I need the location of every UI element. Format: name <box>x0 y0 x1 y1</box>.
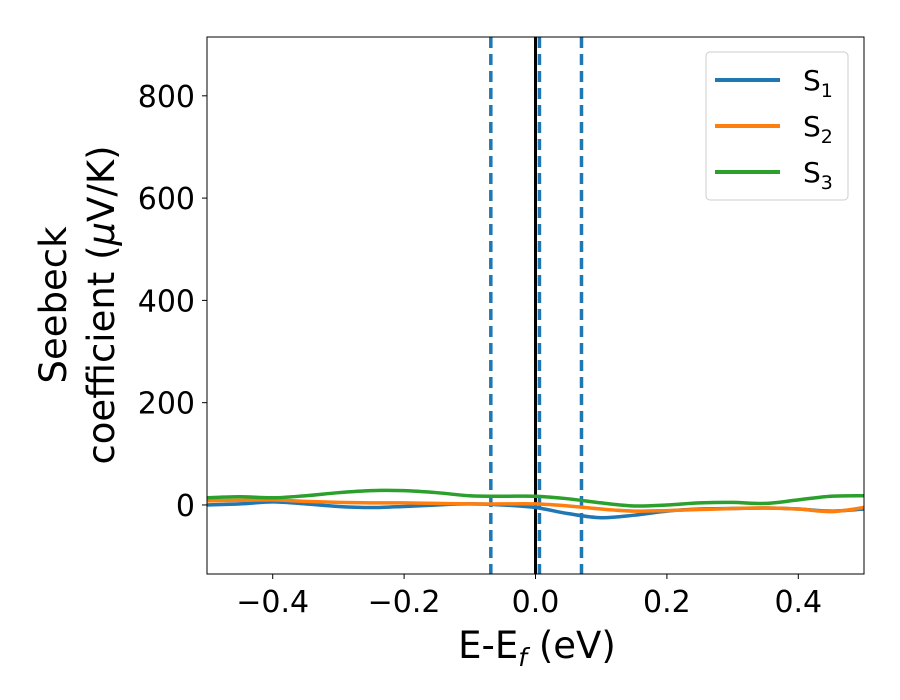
x-tick-label: −0.4 <box>236 585 309 620</box>
y-tick-label: 0 <box>176 489 195 524</box>
y-axis-label-line2: coefficient (μV/K) <box>80 145 123 464</box>
y-tick-label: 600 <box>138 182 195 217</box>
x-axis-ticks: −0.4 −0.2 0.0 0.2 0.4 <box>236 574 822 620</box>
y-tick-label: 200 <box>138 387 195 422</box>
x-tick-label: 0.4 <box>774 585 822 620</box>
y-tick-label: 800 <box>138 80 195 115</box>
series-line-s2 <box>207 498 864 514</box>
mu-symbol: μ <box>80 222 123 247</box>
y-tick-label: 400 <box>138 284 195 319</box>
legend: S1 S2 S3 <box>705 51 849 201</box>
legend-label-s2: S2 <box>803 110 833 148</box>
y-axis-ticks: 0 200 400 600 800 <box>138 80 207 524</box>
vertical-lines <box>489 37 584 574</box>
x-tick-label: 0.0 <box>512 585 560 620</box>
x-axis-label: E-Ef (eV) <box>458 624 616 672</box>
legend-label-s1: S1 <box>803 64 833 102</box>
series-lines <box>207 488 864 520</box>
y-axis-label: Seebeck coefficient (μV/K) <box>32 145 123 464</box>
y-axis-label-line1: Seebeck <box>32 226 75 384</box>
x-tick-label: −0.2 <box>368 585 441 620</box>
series-line-s3 <box>207 488 864 508</box>
legend-label-s3: S3 <box>803 156 833 194</box>
x-tick-label: 0.2 <box>643 585 691 620</box>
